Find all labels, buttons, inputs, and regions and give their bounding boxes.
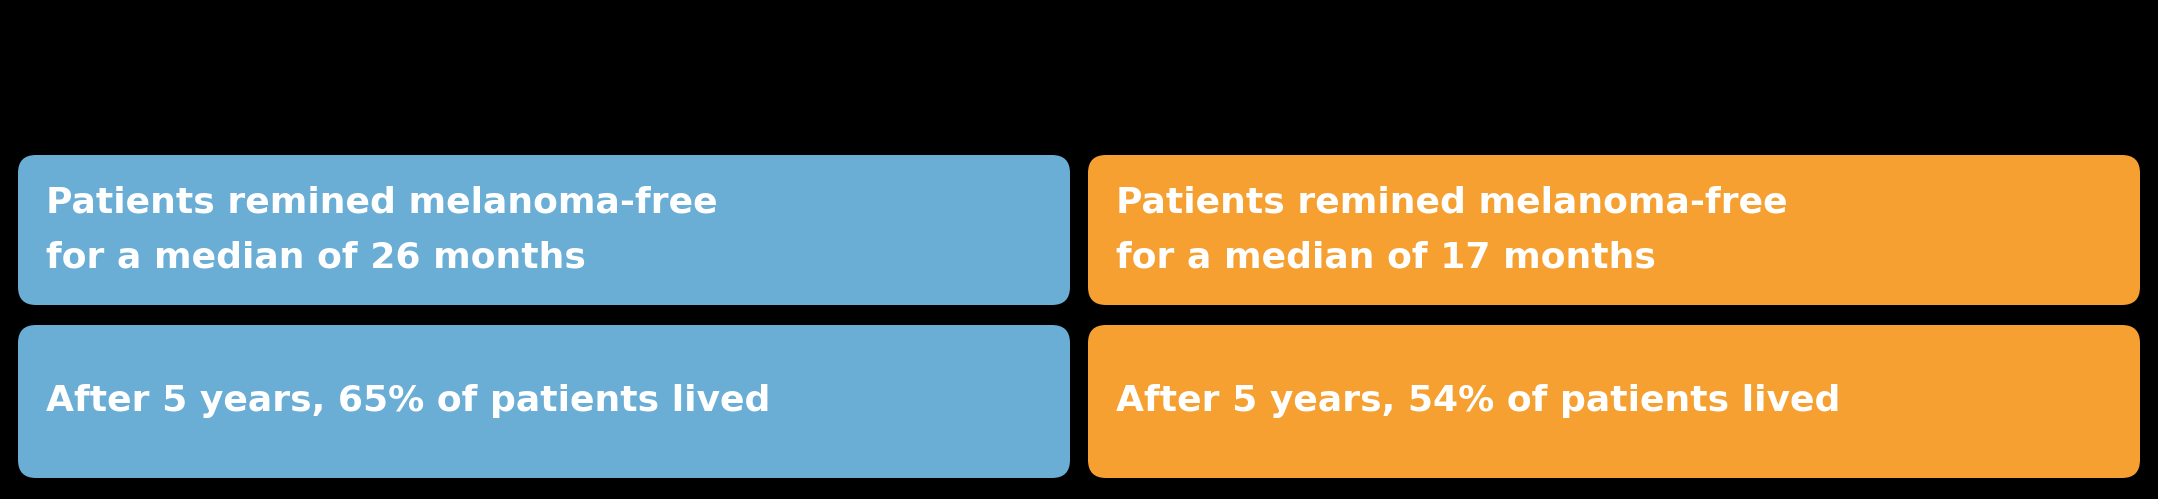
FancyBboxPatch shape bbox=[1088, 155, 2141, 305]
Text: Patients remined melanoma-free
for a median of 17 months: Patients remined melanoma-free for a med… bbox=[1116, 185, 1787, 275]
FancyBboxPatch shape bbox=[17, 325, 1070, 478]
FancyBboxPatch shape bbox=[1088, 325, 2141, 478]
FancyBboxPatch shape bbox=[17, 155, 1070, 305]
Text: After 5 years, 54% of patients lived: After 5 years, 54% of patients lived bbox=[1116, 385, 1841, 419]
Text: Patients remined melanoma-free
for a median of 26 months: Patients remined melanoma-free for a med… bbox=[45, 185, 719, 275]
Text: After 5 years, 65% of patients lived: After 5 years, 65% of patients lived bbox=[45, 385, 770, 419]
